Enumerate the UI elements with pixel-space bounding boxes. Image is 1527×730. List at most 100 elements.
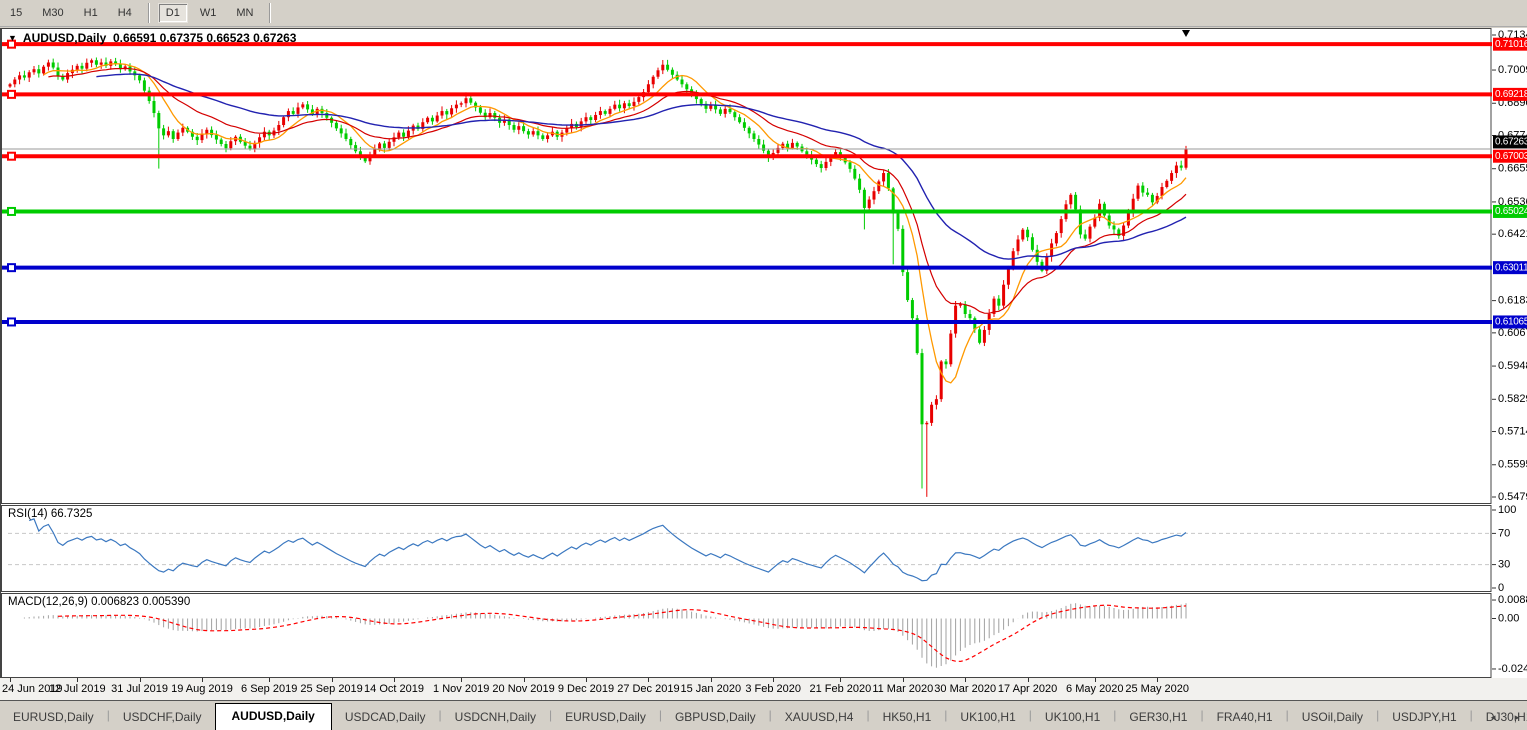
timeframe-button-m30[interactable]: M30 [42, 7, 64, 19]
time-axis-tick [331, 678, 333, 682]
tab-separator: | [866, 707, 870, 722]
tab-separator: | [768, 707, 772, 722]
chart-tab-audusd-daily[interactable]: AUDUSD,Daily [214, 703, 332, 730]
tab-separator: | [1285, 707, 1289, 722]
svg-text:0.59485: 0.59485 [1498, 360, 1527, 372]
svg-text:30: 30 [1498, 559, 1510, 571]
chart-tab-usdcad-daily[interactable]: USDCAD,Daily [344, 710, 426, 724]
chart-tab-usdjpy-h1[interactable]: USDJPY,H1 [1392, 710, 1457, 724]
time-axis-tick [710, 678, 712, 682]
time-axis-tick [1157, 678, 1159, 682]
time-axis-label: 6 Sep 2019 [241, 683, 298, 695]
time-axis-label: 20 Nov 2019 [492, 683, 555, 695]
svg-text:0.66555: 0.66555 [1498, 163, 1527, 175]
svg-text:0.65024: 0.65024 [1495, 206, 1527, 217]
time-axis-label: 9 Dec 2019 [557, 683, 615, 695]
svg-text:0.70090: 0.70090 [1498, 64, 1527, 76]
toolbar-separator [269, 3, 272, 23]
timeframe-button-15[interactable]: 15 [10, 7, 23, 19]
time-axis-tick [139, 678, 141, 682]
moving-averages-layer [43, 63, 1187, 384]
svg-text:0.60675: 0.60675 [1498, 327, 1527, 339]
chart-tab-gbpusd-daily[interactable]: GBPUSD,Daily [674, 710, 756, 724]
time-axis-tick [902, 678, 904, 682]
macd-layer: 0.008815 0.00 -0.02408 [23, 594, 1527, 675]
chart-tab-hk50-h1[interactable]: HK50,H1 [882, 710, 932, 724]
toolbar-separator [147, 3, 150, 23]
tab-scroll-left-button[interactable]: ◄ [1489, 713, 1498, 722]
svg-text:0.008815: 0.008815 [1498, 594, 1527, 606]
time-axis-label: 25 Sep 2019 [300, 683, 363, 695]
chart-tab-ger30-h1[interactable]: GER30,H1 [1129, 710, 1188, 724]
svg-text:0.64210: 0.64210 [1498, 228, 1527, 240]
chart-tab-dj30-h1[interactable]: DJ30,H1 [1485, 710, 1527, 724]
timeframe-button-w1[interactable]: W1 [199, 7, 217, 19]
svg-text:0.58295: 0.58295 [1498, 393, 1527, 405]
time-axis-label: 1 Nov 2019 [433, 683, 490, 695]
tab-separator: | [1376, 707, 1380, 722]
tab-separator: | [944, 707, 948, 722]
chart-tab-fra40-h1[interactable]: FRA40,H1 [1216, 710, 1273, 724]
time-axis-tick [1027, 678, 1029, 682]
time-axis-tick [202, 678, 203, 682]
chart-tab-uk100-h1[interactable]: UK100,H1 [1044, 710, 1101, 724]
svg-text:0.67003: 0.67003 [1495, 151, 1527, 162]
time-axis-tick [648, 678, 650, 682]
svg-text:0.65365: 0.65365 [1498, 196, 1527, 208]
chart-tab-usoil-daily[interactable]: USOil,Daily [1301, 710, 1364, 724]
time-axis-label: 21 Feb 2020 [809, 683, 872, 695]
chart-window[interactable]: 0.713450.700900.689000.677450.665550.653… [0, 28, 1527, 678]
svg-text:0.00: 0.00 [1498, 612, 1519, 624]
time-axis-tick [773, 678, 775, 682]
time-axis-label: 6 May 2020 [1066, 683, 1124, 695]
tab-separator: | [658, 707, 662, 722]
time-axis[interactable]: 24 Jun 2019 12 Jul 2019 31 Jul 2019 19 Aug … [0, 678, 1527, 700]
chart-tab-usdchf-daily[interactable]: USDCHF,Daily [122, 710, 202, 724]
timeframe-button-d1[interactable]: D1 [157, 3, 188, 23]
chart-tab-eurusd-daily[interactable]: EURUSD,Daily [565, 710, 646, 724]
time-axis-tick [586, 678, 587, 682]
timeframe-button-h4[interactable]: H4 [117, 7, 132, 19]
tab-separator: | [1113, 707, 1117, 722]
timeframe-button-mn[interactable]: MN [236, 7, 254, 19]
time-axis-label: 25 May 2020 [1125, 683, 1189, 695]
rsi-layer: 100 70 30 0 [8, 504, 1516, 594]
tab-separator: | [1028, 707, 1032, 722]
time-axis-label: 15 Jan 2020 [680, 683, 742, 695]
tab-separator: | [1200, 707, 1204, 722]
svg-text:0: 0 [1498, 582, 1504, 594]
chart-tab-uk100-h1[interactable]: UK100,H1 [960, 710, 1016, 724]
time-axis-label: 19 Aug 2019 [171, 683, 233, 695]
candles-layer [8, 57, 1188, 497]
svg-text:0.61830: 0.61830 [1498, 295, 1527, 307]
time-axis-tick [523, 678, 525, 682]
svg-text:100: 100 [1498, 504, 1516, 516]
time-axis-tick [394, 678, 395, 682]
tab-separator: | [106, 707, 110, 722]
svg-text:0.54795: 0.54795 [1498, 491, 1527, 503]
tab-separator: | [549, 707, 553, 722]
chart-tab-eurusd-daily[interactable]: EURUSD,Daily [13, 710, 94, 724]
svg-text:0.61065: 0.61065 [1495, 317, 1527, 328]
time-axis-tick [1094, 678, 1096, 682]
timeframe-button-h1[interactable]: H1 [83, 7, 98, 19]
time-axis-label: 27 Dec 2019 [617, 683, 680, 695]
time-axis-label: 3 Feb 2020 [745, 683, 802, 695]
time-axis-label: 14 Oct 2019 [364, 683, 424, 695]
time-axis-tick [269, 678, 271, 682]
time-axis-label: 12 Jul 2019 [48, 683, 106, 695]
time-axis-tick [77, 678, 79, 682]
price-chart-svg[interactable]: 0.713450.700900.689000.677450.665550.653… [0, 28, 1527, 678]
chart-tab-xauusd-h4[interactable]: XAUUSD,H4 [784, 710, 854, 724]
chart-tab-usdcnh-daily[interactable]: USDCNH,Daily [454, 710, 537, 724]
tab-scroll-right-button[interactable]: ► [1513, 713, 1521, 722]
time-axis-tick [965, 678, 967, 682]
last-bar-marker [1182, 30, 1190, 37]
time-axis-label: 30 Mar 2020 [934, 683, 997, 695]
price-badges: 0.71016 0.69218 0.67003 0.65024 0.63011 0.610… [1493, 37, 1527, 329]
svg-text:-0.02408: -0.02408 [1498, 663, 1527, 675]
time-axis-label: 31 Jul 2019 [111, 683, 169, 695]
time-axis-label: 24 Jun 2019 [2, 683, 63, 695]
tab-separator: | [438, 707, 442, 722]
